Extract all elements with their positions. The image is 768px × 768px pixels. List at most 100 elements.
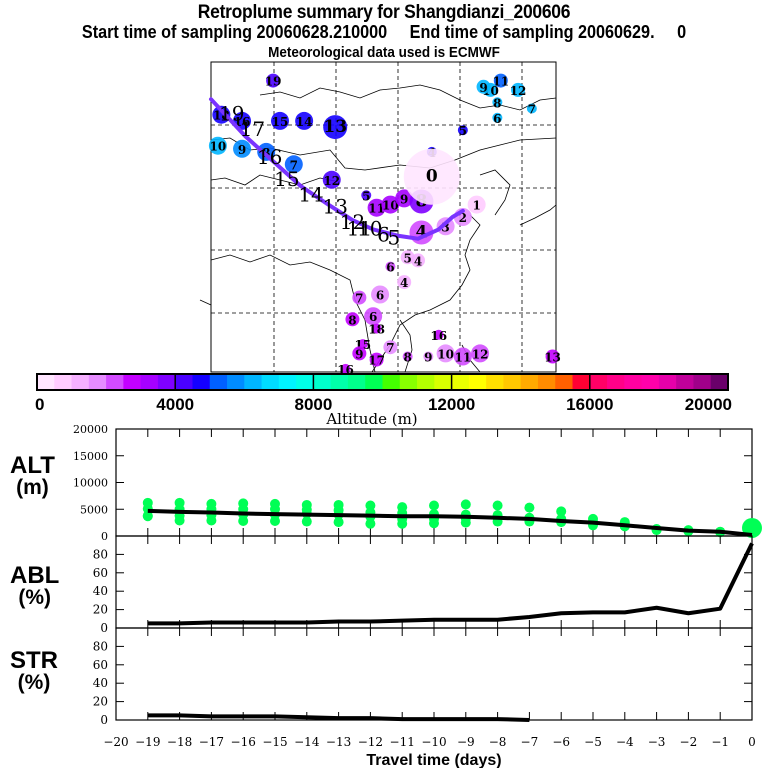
map-cluster-15: 10 [208,136,227,155]
cluster-marker [212,105,231,124]
cluster-marker [493,73,508,88]
cluster-day-label: 10 [382,199,399,213]
abl-unit-text: (%) [18,586,51,609]
cluster-day-label: 2 [459,211,467,225]
colorbar-swatch [88,374,107,390]
x-tick-label: −18 [167,735,192,749]
map-cluster-21: 11 [367,198,386,217]
x-tick-label: −2 [680,735,698,749]
coastline-7 [519,204,557,226]
cluster-marker [436,344,455,363]
str-panel-label: STR (%) [10,649,58,694]
cluster-marker [423,351,434,362]
cluster-marker [511,82,526,97]
cluster-day-label: 11 [454,351,471,365]
y-tick-label: 0 [101,530,108,543]
colorbar-swatch [330,374,349,390]
track-day-label: 10 [357,216,382,240]
series-line-str [147,713,530,722]
colorbar-swatch [451,374,470,390]
colorbar-swatch [123,374,142,390]
cluster-marker [381,195,400,214]
cluster-day-label: 6 [369,310,377,324]
cluster-day-label: 12 [510,84,527,98]
y-tick-label: 60 [93,658,108,672]
map-cluster-32: 6 [385,261,396,275]
map-cluster-38: 18 [368,323,385,337]
y-tick-label: 5000 [80,503,108,516]
map-cluster-8: 5 [457,124,468,138]
map-cluster-33: 4 [397,275,412,290]
map-cluster-18: 7 [284,155,303,174]
altitude-cluster-point [174,515,185,526]
map-cluster-1: 11 [492,73,509,89]
cluster-day-label: 13 [544,351,561,365]
colorbar-swatch [589,374,608,390]
cluster-day-label: 1 [472,199,480,213]
cluster-day-label: 7 [355,292,363,306]
map-cluster-49: 12 [471,344,490,363]
colorbar-swatch [106,374,124,390]
cluster-marker [467,195,486,214]
colorbar-tick-label: 8000 [294,395,332,414]
map-cluster-47: 10 [436,344,455,363]
cluster-marker [271,111,289,130]
cluster-day-label: 10 [210,140,227,154]
track-day-label: 5 [387,226,400,250]
x-tick-label: −11 [390,735,415,749]
track-day-label: 14 [298,182,323,206]
chart-subtitle: Start time of sampling 20060628.210000 E… [81,22,687,42]
map-cluster-5: 7 [526,103,537,117]
map-cluster-36: 6 [364,307,383,326]
cluster-day-label: 11 [492,75,509,89]
alt-unit-text: (m) [16,476,49,499]
abl-panel: 0 20 40 60 80 [93,535,754,635]
cluster-marker [340,363,351,374]
cluster-day-label: 11 [368,202,385,216]
map-cluster-13: 14 [295,111,314,130]
colorbar-swatch [434,374,453,390]
abl-panel-label: ABL (%) [10,562,60,609]
series-line-abl [147,542,754,626]
cluster-marker [352,346,367,361]
abl-label-text: ABL [10,562,60,589]
track-day-label: 16 [257,145,282,169]
colorbar-swatch [365,374,383,390]
altitude-cluster-point [365,518,376,529]
coastline-6 [479,169,511,216]
x-tick-label: −6 [552,735,570,749]
map-cluster-0: 19 [265,73,281,89]
altitude-cluster-point [556,506,567,517]
altitude-cluster-point [397,518,408,529]
cluster-marker [402,351,413,362]
cluster-marker [526,103,537,114]
x-tick-label: −10 [421,735,446,749]
cluster-marker [471,344,490,363]
str-panel: 0 20 40 60 80 [93,627,753,727]
colorbar-swatch [572,374,591,390]
cluster-day-label: 4 [414,254,422,268]
cluster-day-label: 12 [472,347,489,361]
x-tick-label: −8 [489,735,507,749]
colorbar-swatch [537,374,556,390]
x-tick-label: −3 [648,735,666,749]
series-line-alt [147,508,753,537]
cluster-marker [322,170,341,189]
cluster-day-label: 8 [493,96,501,110]
colorbar-swatch [192,374,211,390]
cluster-marker [284,155,303,174]
colorbar-tick-label: 20000 [685,395,732,414]
cluster-day-label: 9 [238,143,246,157]
map-cluster-26: 1 [467,195,486,214]
altitude-cluster-point [333,517,344,528]
cluster-day-label: 4 [400,276,408,290]
cluster-marker [367,198,386,217]
alt-label-text: ALT [10,452,55,479]
cluster-day-label: 16 [430,329,447,343]
map-panel: 1911109127865418161514131098712511109801… [199,61,561,377]
x-tick-label: −1 [711,735,729,749]
colorbar-swatch [347,374,366,390]
y-tick-label: 80 [93,639,108,653]
cluster-marker [233,139,252,158]
colorbar-tick-label: 12000 [428,395,475,414]
